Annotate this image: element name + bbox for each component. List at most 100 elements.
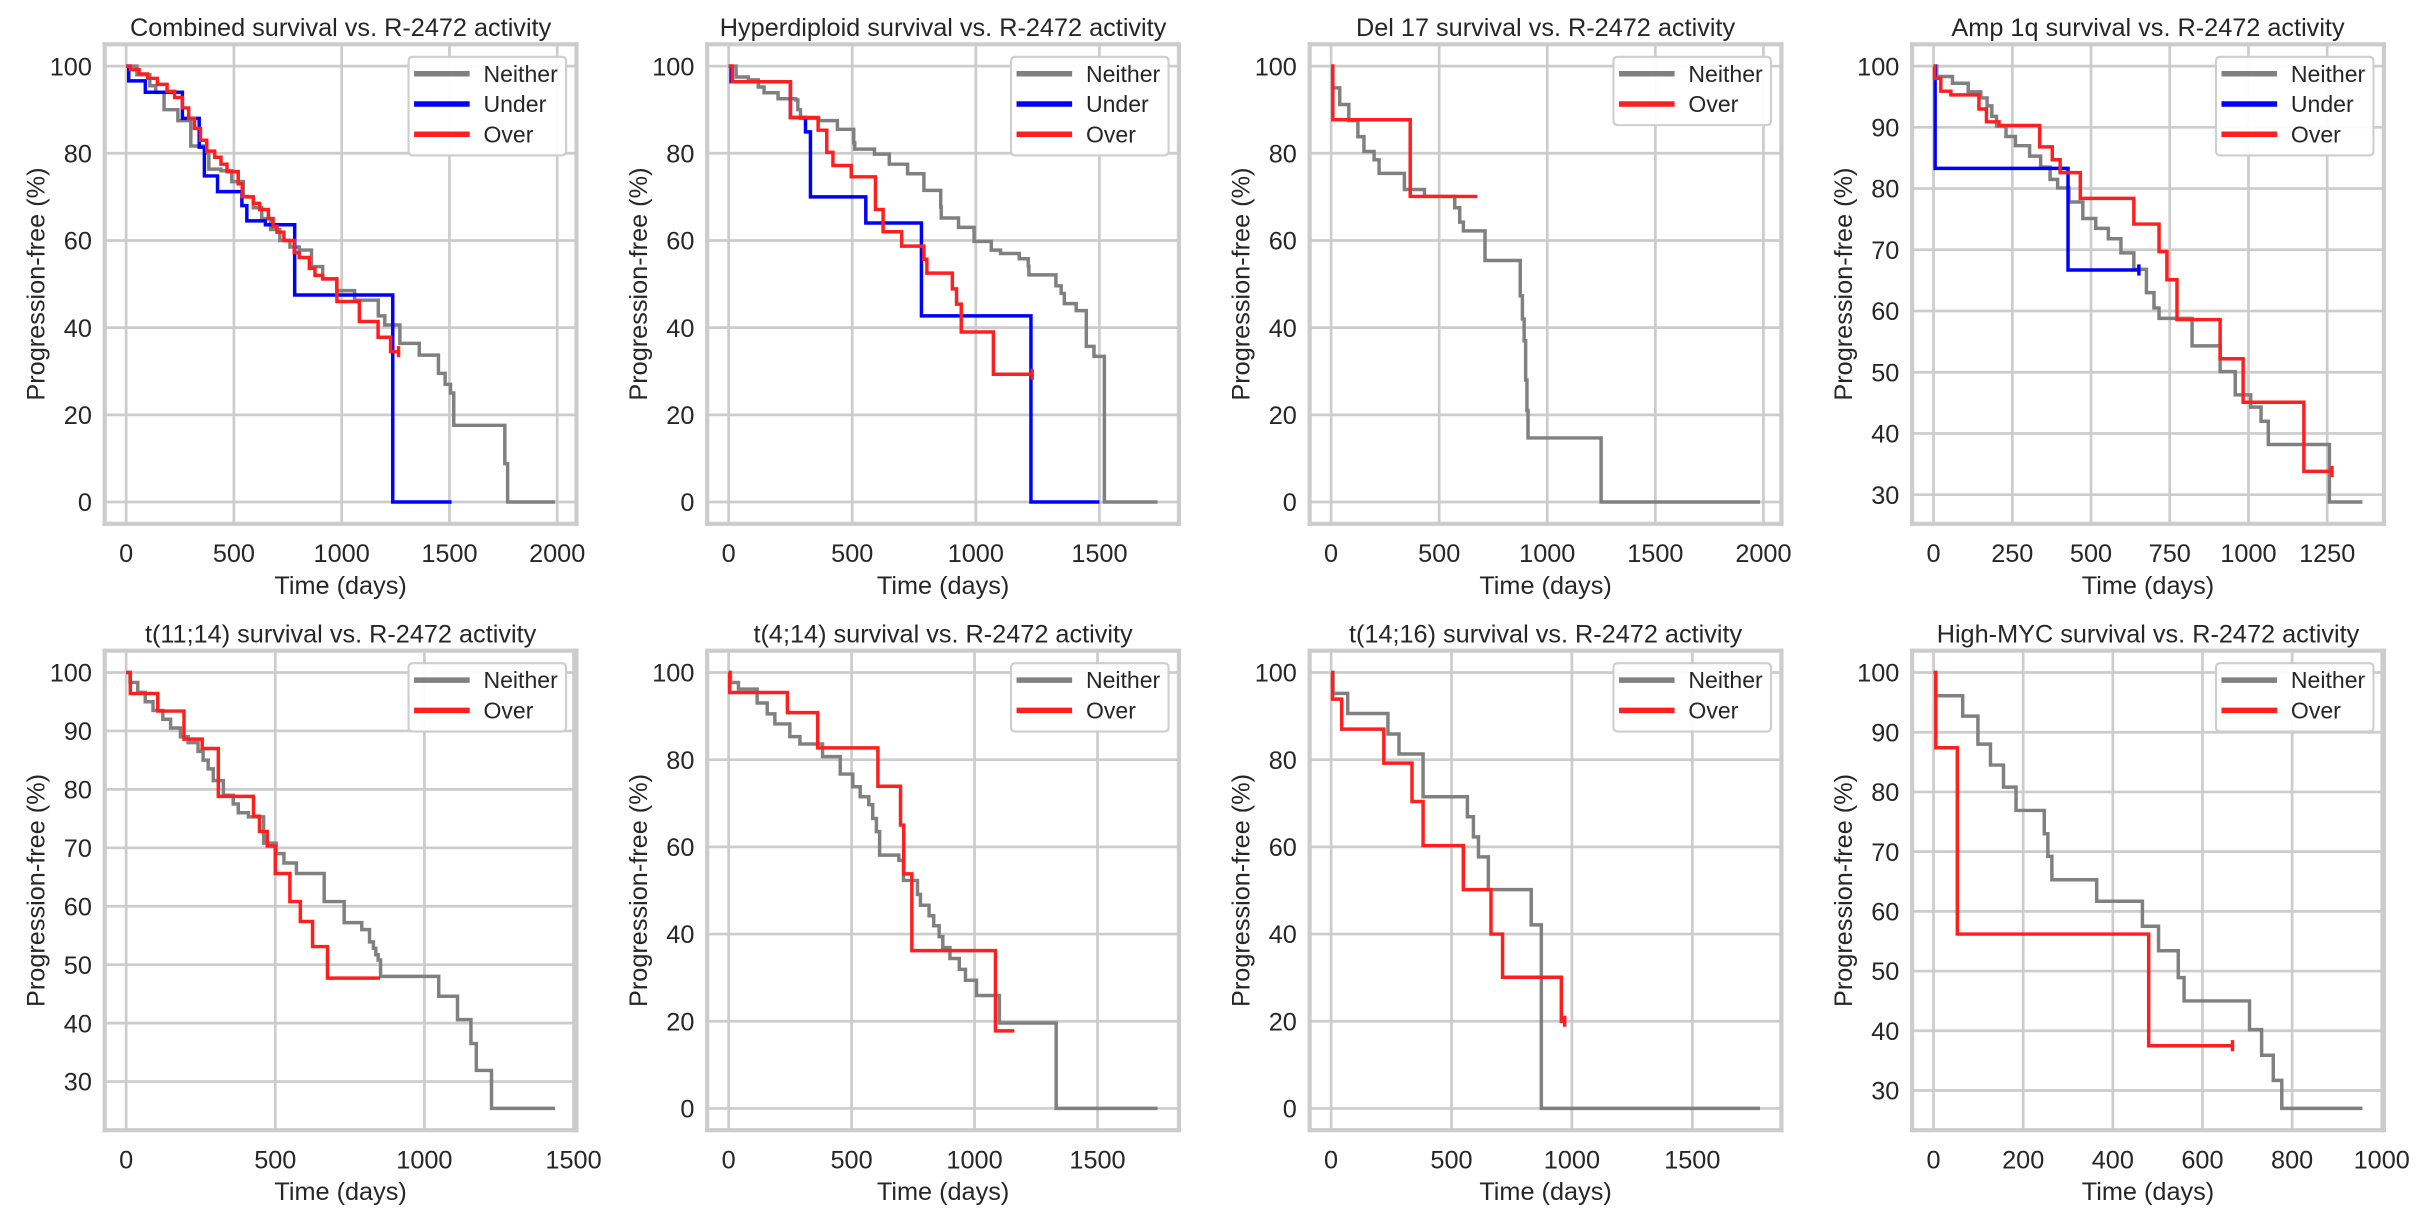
svg-text:70: 70 — [64, 835, 92, 863]
svg-text:1000: 1000 — [396, 1146, 452, 1174]
svg-text:750: 750 — [2149, 540, 2191, 568]
svg-text:90: 90 — [1871, 719, 1899, 747]
svg-text:70: 70 — [1871, 237, 1899, 265]
svg-text:500: 500 — [1418, 540, 1460, 568]
svg-text:0: 0 — [1283, 489, 1297, 517]
svg-text:Neither: Neither — [1688, 667, 1763, 693]
svg-text:0: 0 — [119, 1146, 133, 1174]
svg-text:1000: 1000 — [2354, 1146, 2410, 1174]
svg-text:0: 0 — [1283, 1096, 1297, 1124]
svg-text:Time (days): Time (days) — [274, 572, 406, 600]
svg-text:50: 50 — [1871, 359, 1899, 387]
svg-text:Neither: Neither — [1086, 667, 1161, 693]
svg-text:1000: 1000 — [1519, 540, 1575, 568]
svg-text:30: 30 — [1871, 482, 1899, 510]
svg-text:60: 60 — [666, 834, 694, 862]
svg-text:Neither: Neither — [1688, 61, 1763, 87]
svg-text:20: 20 — [666, 402, 694, 430]
svg-text:1000: 1000 — [946, 1146, 1002, 1174]
svg-text:90: 90 — [64, 718, 92, 746]
svg-text:Over: Over — [1086, 121, 1136, 147]
svg-text:60: 60 — [1871, 298, 1899, 326]
svg-text:40: 40 — [666, 921, 694, 949]
svg-text:100: 100 — [1857, 660, 1899, 688]
svg-text:100: 100 — [50, 53, 92, 81]
svg-text:t(4;14) survival vs. R-2472 ac: t(4;14) survival vs. R-2472 activity — [754, 620, 1133, 648]
svg-text:40: 40 — [64, 315, 92, 343]
svg-text:Progression-free (%): Progression-free (%) — [625, 774, 653, 1007]
svg-text:200: 200 — [2002, 1146, 2044, 1174]
svg-text:400: 400 — [2092, 1146, 2134, 1174]
svg-text:1500: 1500 — [1627, 540, 1683, 568]
svg-text:Progression-free (%): Progression-free (%) — [23, 774, 51, 1007]
svg-text:1500: 1500 — [1071, 540, 1127, 568]
svg-text:60: 60 — [1269, 228, 1297, 256]
svg-text:Progression-free (%): Progression-free (%) — [1830, 168, 1858, 401]
svg-text:500: 500 — [1430, 1146, 1472, 1174]
svg-text:100: 100 — [50, 660, 92, 688]
svg-text:500: 500 — [254, 1146, 296, 1174]
svg-text:Neither: Neither — [483, 667, 558, 693]
svg-text:Under: Under — [2291, 91, 2354, 117]
svg-text:70: 70 — [1871, 839, 1899, 867]
svg-text:60: 60 — [64, 228, 92, 256]
svg-text:80: 80 — [666, 747, 694, 775]
svg-text:100: 100 — [1857, 53, 1899, 81]
svg-text:60: 60 — [666, 228, 694, 256]
svg-text:500: 500 — [831, 1146, 873, 1174]
svg-text:Progression-free (%): Progression-free (%) — [1227, 774, 1255, 1007]
svg-text:Progression-free (%): Progression-free (%) — [1227, 168, 1255, 401]
svg-text:Over: Over — [2291, 121, 2341, 147]
svg-text:Combined survival vs. R-2472 a: Combined survival vs. R-2472 activity — [130, 14, 552, 42]
svg-text:0: 0 — [722, 540, 736, 568]
svg-text:40: 40 — [1871, 421, 1899, 449]
svg-text:80: 80 — [1871, 176, 1899, 204]
svg-text:Hyperdiploid survival vs. R-24: Hyperdiploid survival vs. R-2472 activit… — [720, 14, 1167, 42]
svg-text:Time (days): Time (days) — [1479, 1178, 1611, 1206]
svg-text:Time (days): Time (days) — [2082, 572, 2214, 600]
svg-text:Amp 1q survival vs. R-2472 act: Amp 1q survival vs. R-2472 activity — [1951, 14, 2345, 42]
svg-text:Neither: Neither — [483, 61, 558, 87]
svg-text:40: 40 — [1269, 315, 1297, 343]
svg-text:Progression-free (%): Progression-free (%) — [625, 168, 653, 401]
svg-text:1250: 1250 — [2299, 540, 2355, 568]
svg-text:Time (days): Time (days) — [2082, 1178, 2214, 1206]
svg-text:0: 0 — [1927, 1146, 1941, 1174]
svg-text:600: 600 — [2181, 1146, 2223, 1174]
svg-text:Under: Under — [483, 91, 546, 117]
svg-text:Neither: Neither — [2291, 667, 2366, 693]
svg-text:40: 40 — [64, 1010, 92, 1038]
svg-text:40: 40 — [1269, 921, 1297, 949]
svg-text:t(14;16) survival vs. R-2472 a: t(14;16) survival vs. R-2472 activity — [1349, 620, 1743, 648]
svg-text:Time (days): Time (days) — [877, 1178, 1009, 1206]
svg-text:0: 0 — [1324, 540, 1338, 568]
svg-text:2000: 2000 — [1735, 540, 1791, 568]
svg-text:60: 60 — [64, 893, 92, 921]
svg-text:50: 50 — [64, 952, 92, 980]
svg-text:0: 0 — [1927, 540, 1941, 568]
svg-text:20: 20 — [666, 1008, 694, 1036]
svg-text:Time (days): Time (days) — [274, 1178, 406, 1206]
svg-text:1000: 1000 — [314, 540, 370, 568]
svg-text:0: 0 — [119, 540, 133, 568]
svg-text:1000: 1000 — [2220, 540, 2276, 568]
svg-text:100: 100 — [1255, 53, 1297, 81]
svg-text:30: 30 — [64, 1069, 92, 1097]
svg-text:0: 0 — [680, 489, 694, 517]
svg-text:High-MYC survival vs. R-2472 a: High-MYC survival vs. R-2472 activity — [1937, 620, 2360, 648]
svg-text:1500: 1500 — [1069, 1146, 1125, 1174]
svg-text:1500: 1500 — [421, 540, 477, 568]
svg-text:20: 20 — [64, 402, 92, 430]
svg-text:Time (days): Time (days) — [877, 572, 1009, 600]
svg-text:Over: Over — [483, 697, 533, 723]
svg-text:500: 500 — [213, 540, 255, 568]
svg-text:Del 17 survival vs. R-2472 act: Del 17 survival vs. R-2472 activity — [1356, 14, 1735, 42]
svg-text:Under: Under — [1086, 91, 1149, 117]
svg-text:800: 800 — [2271, 1146, 2313, 1174]
svg-text:1500: 1500 — [545, 1146, 601, 1174]
svg-text:0: 0 — [680, 1096, 694, 1124]
svg-text:40: 40 — [666, 315, 694, 343]
svg-text:Over: Over — [1688, 91, 1738, 117]
svg-text:Time (days): Time (days) — [1479, 572, 1611, 600]
svg-text:60: 60 — [1871, 899, 1899, 927]
